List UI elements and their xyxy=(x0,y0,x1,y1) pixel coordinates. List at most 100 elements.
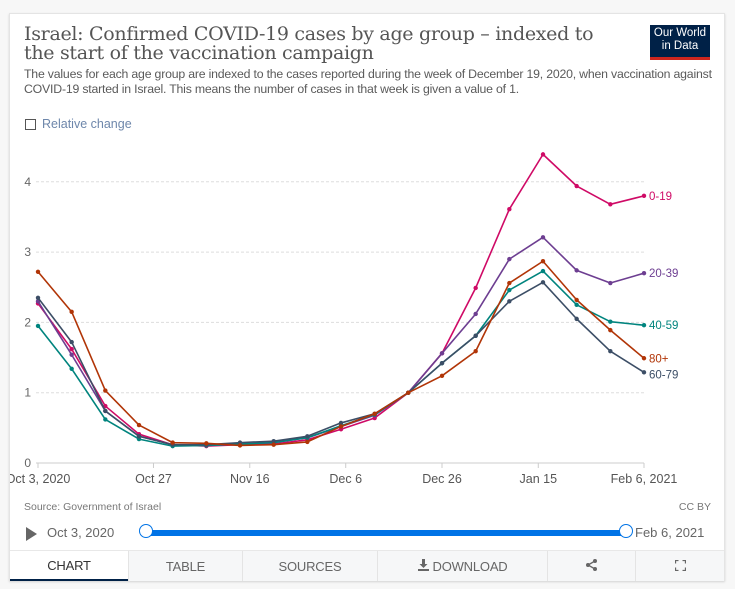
data-point xyxy=(574,297,579,303)
tab-download[interactable]: DOWNLOAD xyxy=(377,551,547,581)
data-point xyxy=(507,287,512,293)
data-point xyxy=(507,207,512,212)
data-point xyxy=(641,323,647,328)
x-tick-label: Jan 15 xyxy=(520,472,558,486)
x-tick-label: Oct 3, 2020 xyxy=(10,472,70,486)
owid-logo[interactable]: Our World in Data xyxy=(650,25,710,60)
data-point xyxy=(439,373,445,379)
data-point xyxy=(507,280,512,286)
data-point xyxy=(271,439,276,444)
series-end-label: 80+ xyxy=(649,353,669,365)
data-point xyxy=(540,259,546,264)
data-point xyxy=(35,323,41,329)
data-point xyxy=(540,268,546,274)
data-point xyxy=(305,439,310,445)
license-label[interactable]: CC BY xyxy=(678,501,711,513)
series-end-label: 60-79 xyxy=(649,369,678,381)
data-point xyxy=(69,352,74,357)
data-point xyxy=(473,333,478,338)
data-point xyxy=(641,193,647,199)
download-icon xyxy=(417,558,429,574)
chart-title: Israel: Confirmed COVID-19 cases by age … xyxy=(24,23,594,64)
data-point xyxy=(372,411,377,416)
tab-download-label: DOWNLOAD xyxy=(432,558,508,574)
logo-line1: Our World xyxy=(653,27,707,39)
data-point xyxy=(608,280,613,286)
data-point xyxy=(237,443,243,448)
x-tick-label: Feb 6, 2021 xyxy=(611,472,678,486)
data-point xyxy=(574,316,579,322)
series-line-60-79 xyxy=(37,281,645,446)
source-note[interactable]: Source: Government of Israel xyxy=(24,501,162,513)
data-point xyxy=(608,202,613,207)
data-point xyxy=(69,309,74,315)
share-icon xyxy=(586,558,597,574)
relative-change-label: Relative change xyxy=(42,117,132,131)
tab-table[interactable]: TABLE xyxy=(128,551,242,581)
tab-chart-label: CHART xyxy=(47,557,91,573)
data-point xyxy=(473,285,478,291)
data-point xyxy=(574,302,579,308)
series-line-80+ xyxy=(37,260,645,447)
relative-change-toggle[interactable]: Relative change xyxy=(25,117,132,131)
tab-table-label: TABLE xyxy=(165,558,206,574)
data-point xyxy=(338,424,344,429)
series-line-0-19 xyxy=(37,153,645,447)
data-point xyxy=(540,280,546,285)
x-tick-label: Dec 26 xyxy=(422,472,462,486)
data-point xyxy=(507,256,512,262)
data-point xyxy=(170,440,175,445)
data-point xyxy=(271,442,276,447)
data-point xyxy=(540,152,546,157)
series-line-40-59 xyxy=(37,270,645,447)
data-point xyxy=(473,349,478,354)
logo-line2: in Data xyxy=(661,40,699,52)
tab-share[interactable] xyxy=(547,551,635,581)
data-point xyxy=(507,299,512,304)
data-point xyxy=(204,441,209,446)
data-point xyxy=(608,327,613,333)
series-end-label: 40-59 xyxy=(649,320,678,332)
data-point xyxy=(439,351,445,356)
relative-change-checkbox[interactable] xyxy=(25,118,36,130)
data-point xyxy=(103,388,108,393)
series-end-label: 0-19 xyxy=(649,191,672,203)
timeline-start-handle[interactable] xyxy=(139,524,153,538)
data-point xyxy=(103,408,108,414)
data-point xyxy=(406,390,411,395)
timeline-slider[interactable]: Oct 3, 2020 Feb 6, 2021 xyxy=(24,523,724,545)
data-point xyxy=(69,339,74,345)
tab-chart[interactable]: CHART xyxy=(10,551,128,581)
data-point xyxy=(338,420,344,426)
tab-sources[interactable]: SOURCES xyxy=(242,551,377,581)
x-tick-label: Dec 6 xyxy=(329,472,362,486)
y-tick-label: 4 xyxy=(24,175,31,189)
tab-bar: CHART TABLE SOURCES DOWNLOAD xyxy=(10,550,724,581)
tab-sources-label: SOURCES xyxy=(278,558,342,574)
timeline-end-label: Feb 6, 2021 xyxy=(635,525,705,540)
timeline-track[interactable] xyxy=(144,530,630,536)
data-point xyxy=(641,370,647,375)
data-point xyxy=(439,360,445,366)
data-point xyxy=(103,417,108,422)
timeline-end-handle[interactable] xyxy=(619,524,633,538)
y-tick-label: 3 xyxy=(24,245,31,259)
data-point xyxy=(69,366,74,371)
data-point xyxy=(35,269,41,274)
chart-card: Israel: Confirmed COVID-19 cases by age … xyxy=(9,13,725,581)
tab-fullscreen[interactable] xyxy=(635,551,724,581)
data-point xyxy=(69,346,74,352)
y-tick-label: 1 xyxy=(24,386,31,400)
data-point xyxy=(608,349,613,354)
chart-subtitle: The values for each age group are indexe… xyxy=(24,67,712,96)
data-point xyxy=(473,311,478,317)
data-point xyxy=(574,183,579,189)
x-tick-label: Oct 27 xyxy=(135,472,172,486)
data-point xyxy=(641,270,647,276)
data-point xyxy=(136,434,142,439)
series-end-label: 20-39 xyxy=(649,268,678,280)
play-icon[interactable] xyxy=(26,527,37,541)
data-point xyxy=(574,268,579,273)
data-point xyxy=(35,295,41,300)
data-point xyxy=(608,319,613,324)
